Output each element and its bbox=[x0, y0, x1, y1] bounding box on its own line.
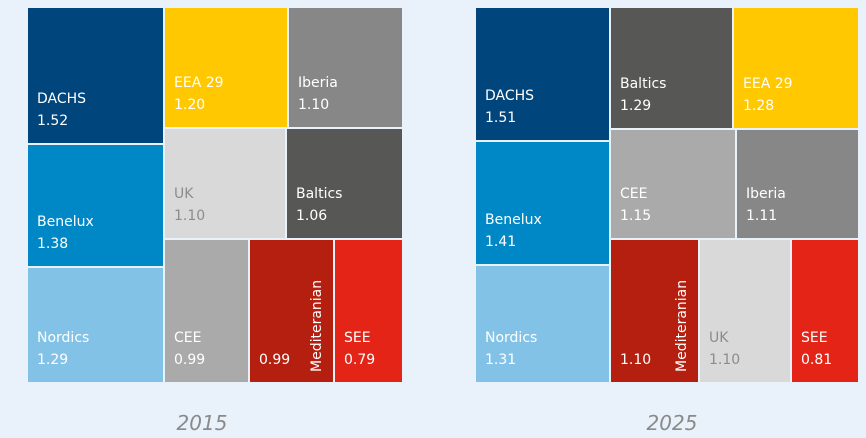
tile-name: CEE bbox=[620, 186, 647, 202]
tile: DACHS 1.52 bbox=[28, 8, 163, 143]
tile: Mediteranian 0.99 bbox=[250, 240, 333, 382]
tile: Benelux 1.38 bbox=[28, 145, 163, 266]
tile-name: Baltics bbox=[296, 186, 342, 202]
tile: Iberia 1.10 bbox=[289, 8, 402, 127]
tile-value: 0.81 bbox=[801, 352, 832, 368]
tile-value: 0.79 bbox=[344, 352, 375, 368]
tile-rect bbox=[165, 8, 287, 127]
tile-value: 1.51 bbox=[485, 110, 516, 126]
tile: CEE 0.99 bbox=[165, 240, 248, 382]
tile-rect bbox=[28, 145, 163, 266]
tile: Mediteranian 1.10 bbox=[611, 240, 698, 382]
tile-name: Iberia bbox=[298, 75, 338, 91]
tile-value: 1.38 bbox=[37, 236, 68, 252]
tile-name: Benelux bbox=[37, 214, 94, 230]
tile-value: 1.10 bbox=[174, 208, 205, 224]
tile-name: CEE bbox=[174, 330, 201, 346]
tile-rect bbox=[792, 240, 858, 382]
tile-rect bbox=[289, 8, 402, 127]
tile-value: 0.99 bbox=[259, 352, 290, 368]
tile-value: 1.10 bbox=[620, 352, 651, 368]
tile: CEE 1.15 bbox=[611, 130, 735, 238]
tile-name: SEE bbox=[801, 330, 828, 346]
tile-name: Nordics bbox=[37, 330, 89, 346]
tile-name: UK bbox=[174, 186, 194, 202]
tile-name: DACHS bbox=[37, 91, 86, 107]
tile-value: 1.52 bbox=[37, 113, 68, 129]
tile-name: Benelux bbox=[485, 212, 542, 228]
tile: EEA 29 1.20 bbox=[165, 8, 287, 127]
tile-name: DACHS bbox=[485, 88, 534, 104]
tile-name: Mediteranian bbox=[674, 280, 690, 372]
tile-name: Iberia bbox=[746, 186, 786, 202]
tile: Nordics 1.29 bbox=[28, 268, 163, 382]
tile-rect bbox=[287, 129, 402, 238]
tile-rect bbox=[250, 240, 333, 382]
tile-rect bbox=[476, 266, 609, 382]
tile-rect bbox=[611, 8, 732, 128]
tile-rect bbox=[700, 240, 790, 382]
tile: EEA 29 1.28 bbox=[734, 8, 858, 128]
tile: SEE 0.81 bbox=[792, 240, 858, 382]
tile-rect bbox=[476, 142, 609, 264]
tile: Benelux 1.41 bbox=[476, 142, 609, 264]
tile: Baltics 1.29 bbox=[611, 8, 732, 128]
tile-rect bbox=[165, 129, 285, 238]
tile-rect bbox=[476, 8, 609, 140]
tile: UK 1.10 bbox=[700, 240, 790, 382]
tile-rect bbox=[335, 240, 402, 382]
tile-name: Baltics bbox=[620, 76, 666, 92]
tile-rect bbox=[611, 130, 735, 238]
tile: SEE 0.79 bbox=[335, 240, 402, 382]
chart-title: 2025 bbox=[647, 411, 698, 435]
chart-title: 2015 bbox=[177, 411, 228, 435]
tile-rect bbox=[737, 130, 858, 238]
tile: Nordics 1.31 bbox=[476, 266, 609, 382]
tile-value: 1.29 bbox=[620, 98, 651, 114]
tile-name: EEA 29 bbox=[743, 76, 793, 92]
tile-value: 1.31 bbox=[485, 352, 516, 368]
tile-value: 0.99 bbox=[174, 352, 205, 368]
tile-name: SEE bbox=[344, 330, 371, 346]
tile-value: 1.15 bbox=[620, 208, 651, 224]
tile-value: 1.20 bbox=[174, 97, 205, 113]
tile-rect bbox=[611, 240, 698, 382]
tile-value: 1.10 bbox=[709, 352, 740, 368]
tile-name: EEA 29 bbox=[174, 75, 224, 91]
tile-rect bbox=[165, 240, 248, 382]
tile-value: 1.10 bbox=[298, 97, 329, 113]
tile: Iberia 1.11 bbox=[737, 130, 858, 238]
tile-name: Nordics bbox=[485, 330, 537, 346]
tile-name: Mediteranian bbox=[309, 280, 325, 372]
tile-value: 1.28 bbox=[743, 98, 774, 114]
tile-rect bbox=[28, 8, 163, 143]
tile-rect bbox=[28, 268, 163, 382]
tile-value: 1.41 bbox=[485, 234, 516, 250]
tile: Baltics 1.06 bbox=[287, 129, 402, 238]
tile-rect bbox=[734, 8, 858, 128]
tile-value: 1.06 bbox=[296, 208, 327, 224]
tile: UK 1.10 bbox=[165, 129, 285, 238]
tile-value: 1.29 bbox=[37, 352, 68, 368]
tile-name: UK bbox=[709, 330, 729, 346]
tile-value: 1.11 bbox=[746, 208, 777, 224]
tile: DACHS 1.51 bbox=[476, 8, 609, 140]
